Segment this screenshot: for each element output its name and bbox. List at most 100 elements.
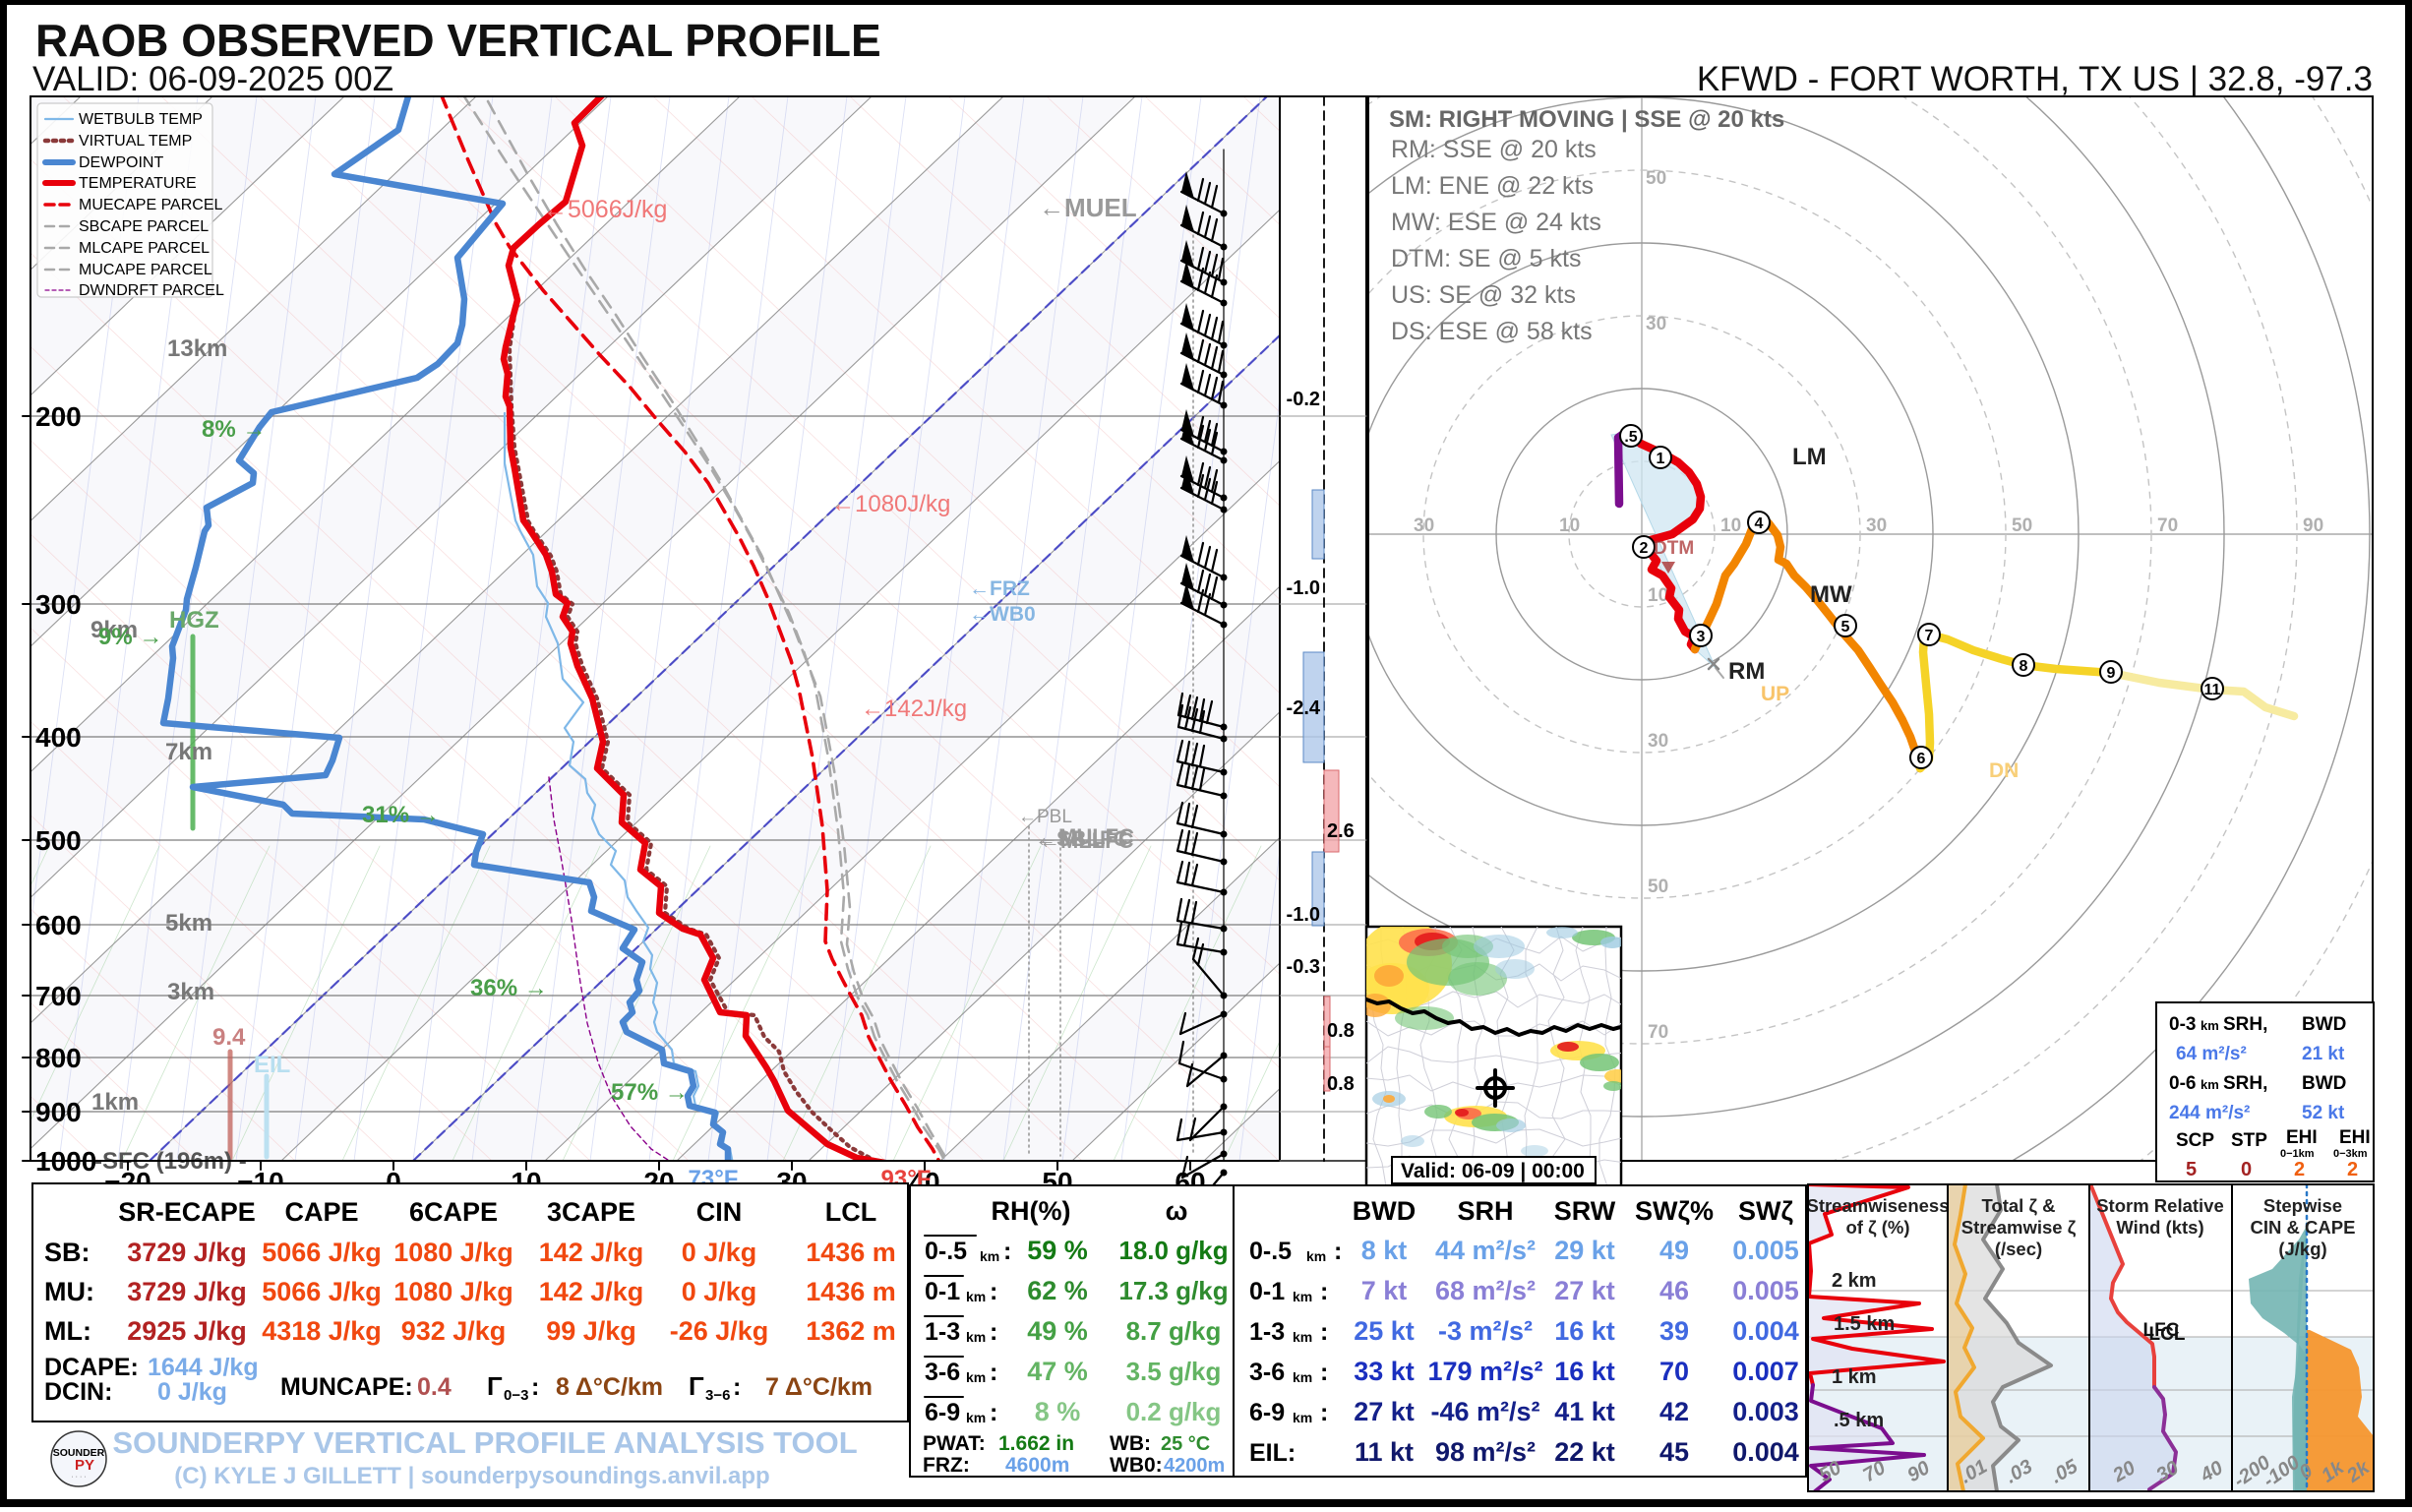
svg-text:-2.4: -2.4 (1287, 697, 1321, 719)
svg-text:LM: ENE @ 22 kts: LM: ENE @ 22 kts (1391, 172, 1594, 200)
svg-text:9% →: 9% → (98, 624, 162, 650)
svg-text:km: km (1306, 1248, 1326, 1264)
svg-text:SWζ: SWζ (1738, 1196, 1793, 1226)
svg-text:17.3 g/kg: 17.3 g/kg (1118, 1276, 1228, 1305)
svg-text:MW: ESE @ 24 kts: MW: ESE @ 24 kts (1391, 209, 1601, 236)
svg-text:6-9: 6-9 (1249, 1399, 1285, 1426)
svg-text:MUNCAPE:: MUNCAPE: (280, 1373, 413, 1401)
svg-text:1-3: 1-3 (925, 1318, 960, 1346)
svg-text:0.2 g/kg: 0.2 g/kg (1126, 1397, 1222, 1426)
svg-text:49 %: 49 % (1027, 1316, 1088, 1346)
svg-text:(J/kg): (J/kg) (2278, 1239, 2326, 1259)
svg-text:3729 J/kg: 3729 J/kg (127, 1277, 247, 1306)
svg-text:SM: RIGHT MOVING | SSE @ 20 kt: SM: RIGHT MOVING | SSE @ 20 kts (1389, 106, 1784, 133)
svg-text:KFWD - FORT WORTH, TX US | 32.: KFWD - FORT WORTH, TX US | 32.8, -97.3 (1697, 60, 2373, 98)
svg-text:HGZ: HGZ (169, 607, 219, 634)
svg-text:ω: ω (1166, 1196, 1188, 1226)
svg-text:LM: LM (1792, 444, 1827, 470)
svg-text:50: 50 (1646, 168, 1666, 189)
svg-text:DTM: SE @ 5 kts: DTM: SE @ 5 kts (1391, 245, 1581, 272)
svg-text:16 kt: 16 kt (1554, 1357, 1615, 1386)
svg-text:TEMPERATURE: TEMPERATURE (79, 175, 197, 192)
svg-text:EHI: EHI (2286, 1127, 2318, 1148)
svg-text:DCAPE:: DCAPE: (44, 1354, 139, 1381)
svg-text:of ζ (%): of ζ (%) (1845, 1217, 1909, 1239)
svg-text:10: 10 (1648, 585, 1668, 606)
svg-text:8 %: 8 % (1035, 1397, 1081, 1426)
svg-text:2.6: 2.6 (1327, 820, 1355, 842)
svg-text:0-.5: 0-.5 (1249, 1238, 1292, 1265)
svg-text:31% →: 31% → (362, 802, 440, 828)
svg-text:30: 30 (1648, 731, 1668, 752)
svg-text:.5 km: .5 km (1834, 1410, 1884, 1431)
svg-text:0 J/kg: 0 J/kg (682, 1277, 757, 1306)
svg-text:4600m: 4600m (1005, 1454, 1069, 1477)
svg-text:Γ: Γ (689, 1371, 704, 1401)
svg-text:Stepwise: Stepwise (2263, 1195, 2342, 1216)
svg-text:2 km: 2 km (1832, 1270, 1877, 1292)
svg-text:←FRZ: ←FRZ (969, 577, 1030, 600)
svg-text:30: 30 (1646, 314, 1666, 334)
svg-text:SCP: SCP (2176, 1130, 2214, 1151)
svg-text:400: 400 (35, 722, 82, 753)
svg-text:7: 7 (1925, 628, 1934, 644)
svg-text:3.5 g/kg: 3.5 g/kg (1126, 1357, 1222, 1386)
svg-text:←PBL: ←PBL (1018, 807, 1072, 827)
svg-text:0.007: 0.007 (1732, 1357, 1799, 1386)
svg-text:3−6: 3−6 (705, 1387, 730, 1404)
svg-text:8: 8 (2020, 658, 2028, 675)
svg-text:1: 1 (1657, 451, 1665, 467)
svg-text:DEWPOINT: DEWPOINT (79, 154, 163, 171)
svg-text:Γ: Γ (487, 1371, 503, 1401)
svg-text:900: 900 (35, 1097, 82, 1127)
svg-text:9: 9 (2107, 665, 2116, 682)
svg-text:0.8: 0.8 (1327, 1020, 1355, 1042)
svg-text:27 kt: 27 kt (1554, 1276, 1615, 1305)
svg-text:km: km (980, 1248, 999, 1264)
svg-text:142 J/kg: 142 J/kg (539, 1277, 644, 1306)
svg-text:SOUNDER: SOUNDER (53, 1447, 105, 1459)
svg-text:0-.5: 0-.5 (925, 1238, 967, 1265)
svg-text:6-9: 6-9 (925, 1399, 960, 1426)
svg-text:6: 6 (1917, 751, 1926, 767)
svg-text:1436 m: 1436 m (806, 1238, 896, 1267)
svg-text:33 kt: 33 kt (1354, 1357, 1415, 1386)
svg-text:62 %: 62 % (1027, 1276, 1088, 1305)
svg-text:-0.3: -0.3 (1287, 956, 1320, 978)
svg-text:3-6: 3-6 (925, 1359, 960, 1386)
svg-text:42: 42 (1659, 1397, 1689, 1426)
svg-text:6CAPE: 6CAPE (409, 1197, 498, 1227)
svg-text:0-1: 0-1 (1249, 1278, 1285, 1305)
svg-text:1km: 1km (91, 1089, 139, 1116)
svg-text:.5: .5 (1624, 429, 1637, 446)
svg-text:0−3km: 0−3km (2333, 1148, 2368, 1160)
svg-text:8 Δ°C/km: 8 Δ°C/km (556, 1373, 663, 1401)
svg-text:10: 10 (1720, 515, 1741, 536)
svg-text:km: km (2201, 1077, 2219, 1092)
svg-text:600: 600 (35, 910, 82, 940)
svg-text:5km: 5km (165, 910, 212, 937)
svg-text:MUCAPE PARCEL: MUCAPE PARCEL (79, 262, 212, 278)
svg-text:3-6: 3-6 (1249, 1359, 1285, 1386)
svg-text:1.5 km: 1.5 km (1834, 1313, 1895, 1335)
svg-text:2: 2 (1640, 540, 1649, 557)
svg-text:25 °C: 25 °C (1161, 1433, 1210, 1455)
svg-text:36% →: 36% → (470, 975, 548, 1001)
svg-text:MW: MW (1810, 581, 1852, 608)
svg-text:0.004: 0.004 (1732, 1437, 1799, 1467)
svg-text::: : (1003, 1238, 1011, 1265)
svg-text:RH(%): RH(%) (992, 1196, 1071, 1226)
svg-text:km: km (1293, 1410, 1312, 1425)
svg-text:km: km (966, 1289, 986, 1304)
svg-text:2: 2 (2347, 1159, 2358, 1180)
svg-text:1.662 in: 1.662 in (998, 1432, 1074, 1455)
svg-text:2925 J/kg: 2925 J/kg (127, 1316, 247, 1346)
svg-text:BWD: BWD (1353, 1196, 1416, 1226)
svg-text:2: 2 (2294, 1159, 2305, 1180)
svg-text:km: km (2201, 1018, 2219, 1033)
svg-text::: : (990, 1278, 997, 1305)
svg-text:km: km (966, 1410, 986, 1425)
svg-text:WB:: WB: (1110, 1432, 1151, 1455)
svg-text:0.4: 0.4 (417, 1373, 452, 1401)
svg-text:5066 J/kg: 5066 J/kg (262, 1277, 382, 1306)
